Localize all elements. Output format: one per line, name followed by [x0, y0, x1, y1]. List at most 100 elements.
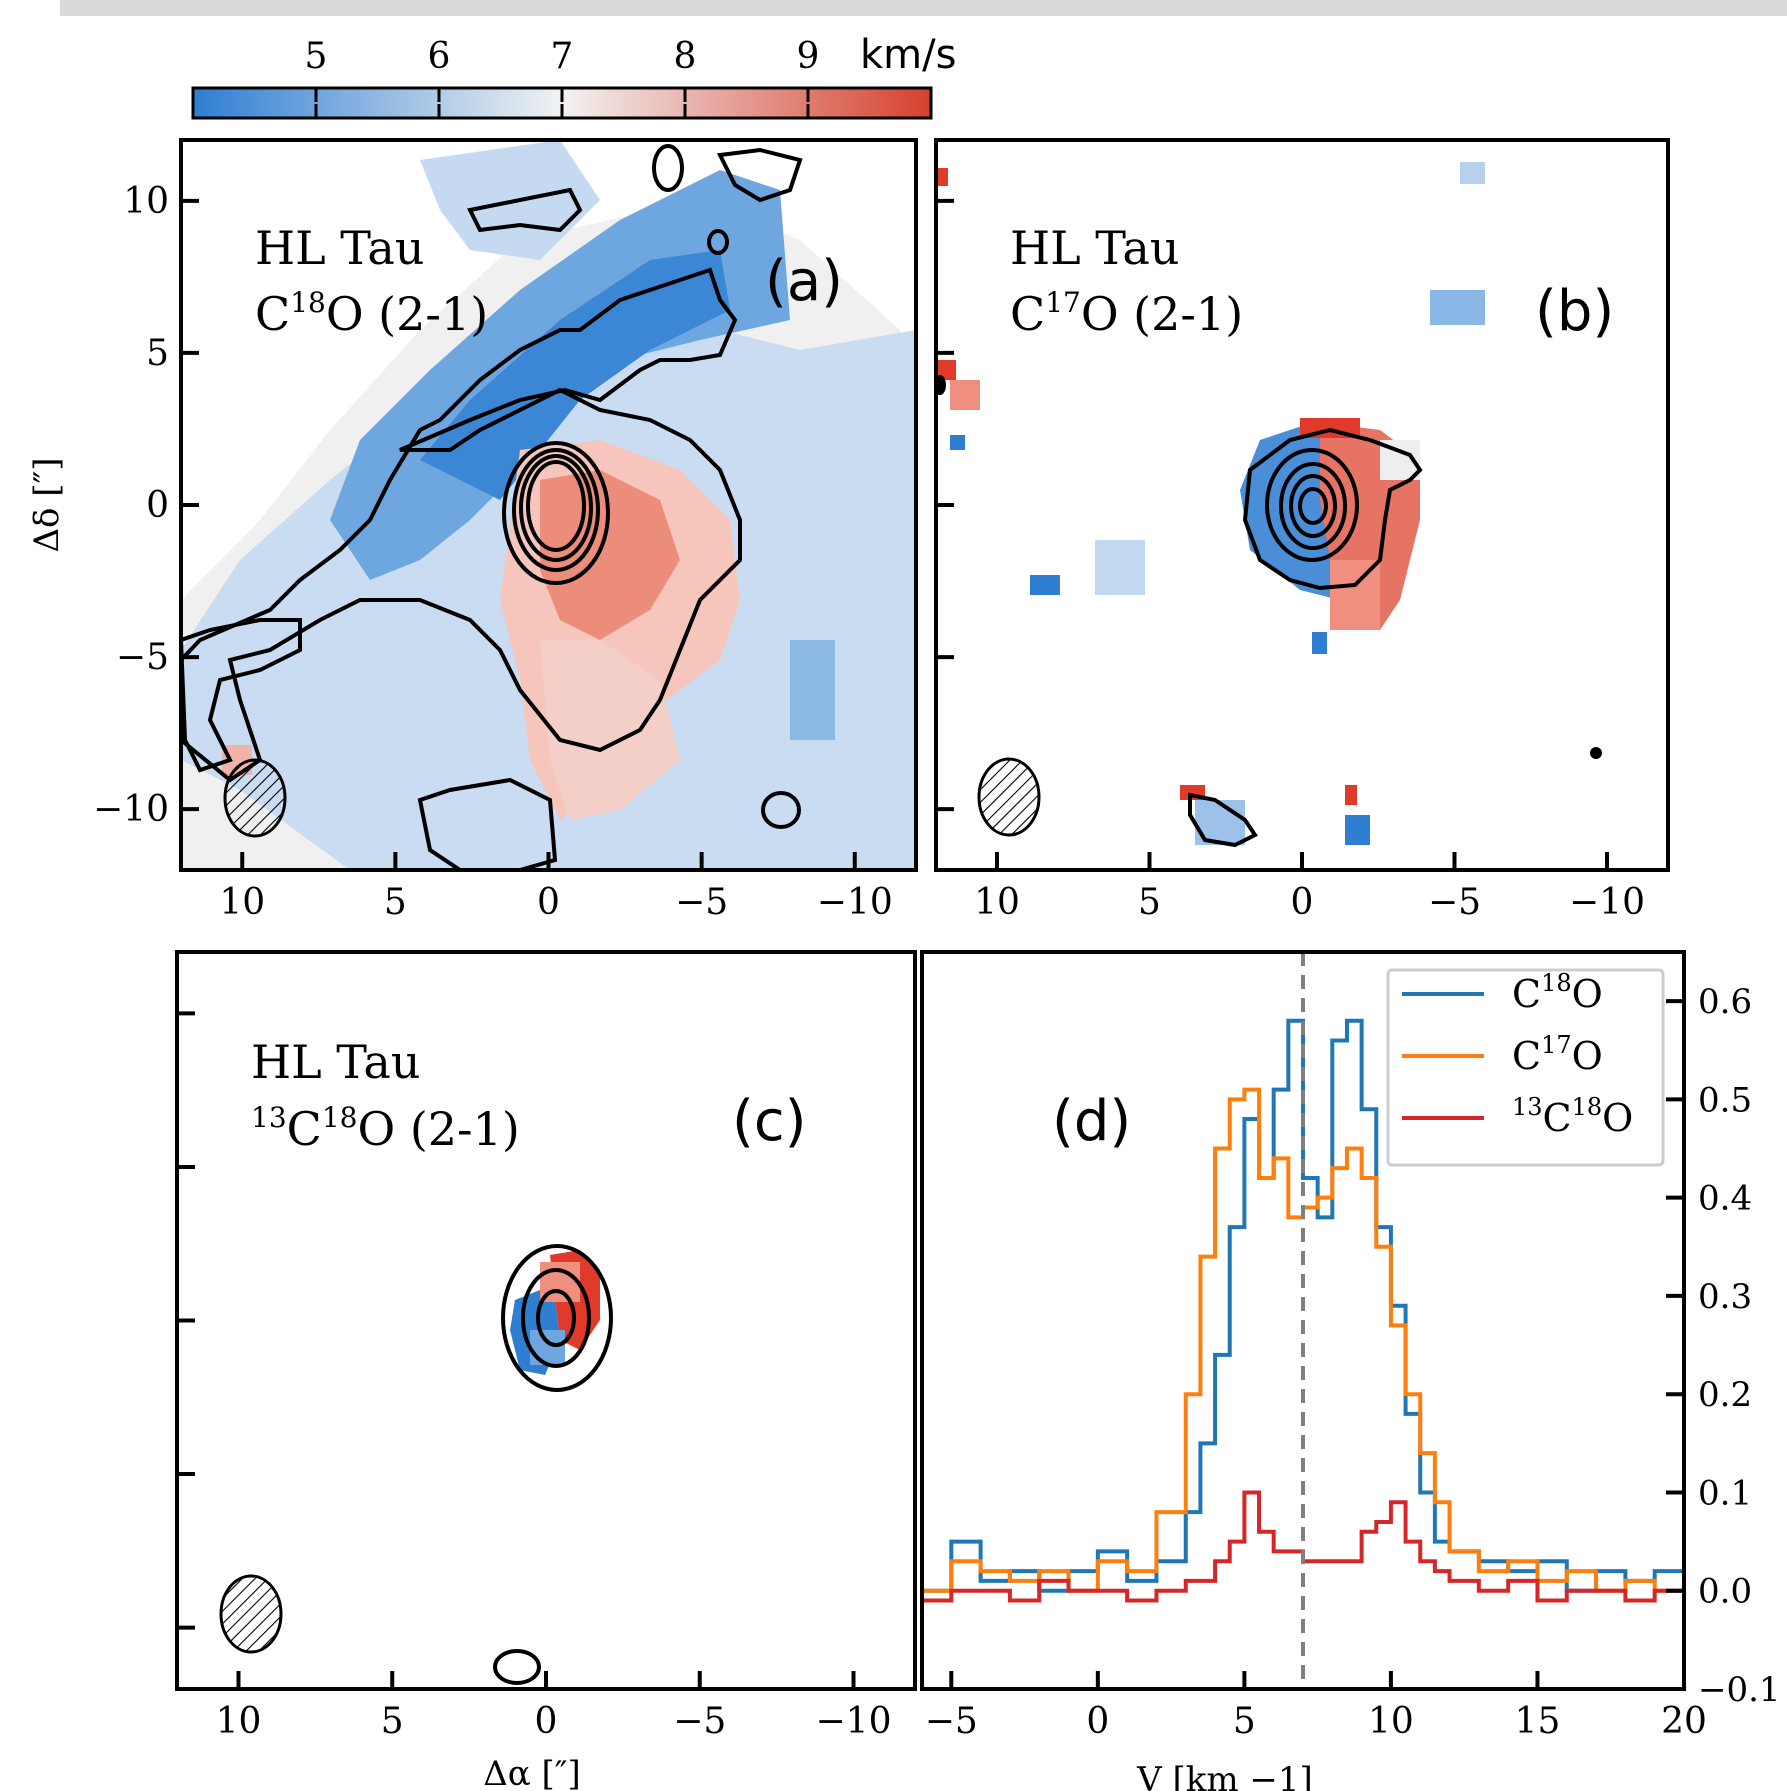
- panel-a-blue-patch-right: [790, 640, 835, 740]
- panel-c-xtick-label: 10: [216, 1701, 262, 1742]
- spectrum-ytick-label: 0.2: [1698, 1375, 1752, 1415]
- panel-b-contour-3: [1289, 474, 1337, 538]
- panel-c-contour-1: [501, 1244, 613, 1392]
- panel-a-blue-core: [420, 250, 730, 500]
- panel-b-source: HL Tau: [1010, 221, 1179, 275]
- spectrum-ytick-label: 0.4: [1698, 1179, 1752, 1219]
- panel-a-line-post: O (2-1): [326, 287, 488, 341]
- spectrum-ytick-label: 0.6: [1698, 982, 1752, 1022]
- colorbar-tick-label: 6: [428, 36, 451, 77]
- panel-b-blue-below: [1312, 632, 1327, 654]
- spectrum-ytick-label: 0.3: [1698, 1277, 1752, 1317]
- panel-b-xtick-label: 0: [1291, 882, 1314, 923]
- panel-c-xtick-label: −10: [816, 1701, 892, 1742]
- panel-b-xtick-label: −10: [1569, 882, 1645, 923]
- colorbar: 5 6 7 8 9 km/s: [191, 32, 956, 120]
- header-strip: [60, 0, 1787, 16]
- spectrum-ytick-label: 0.5: [1698, 1080, 1752, 1120]
- panel-b-contour-2: [1279, 462, 1347, 550]
- panel-b: HL Tau C17O (2-1) (b): [934, 138, 1670, 872]
- panel-b-red-edge-3: [950, 380, 980, 410]
- panel-b-line-post: O (2-1): [1081, 287, 1243, 341]
- panel-d: (d) C18O C17O 13C18O 0.6 0.5 0.4 0.3 0.2 0.1 0.0…: [920, 950, 1781, 1791]
- spectrum-xticks: −5 0 5 10 15 20: [925, 1671, 1707, 1742]
- panel-a-ytick-label: −10: [93, 789, 169, 830]
- panel-a-contour-lower-blob: [417, 777, 558, 870]
- panel-b-contour-4: [1298, 487, 1328, 525]
- panel-a-xtick-label: 0: [537, 882, 560, 923]
- panel-c-xtick-label: 0: [535, 1701, 558, 1742]
- spectrum-xtick-label: 5: [1233, 1701, 1256, 1742]
- panel-a-line: C18O (2-1): [255, 286, 488, 341]
- panel-b-contour-1: [1265, 448, 1359, 562]
- panel-b-contour-lower: [1188, 792, 1258, 848]
- colorbar-tick-label: 5: [305, 36, 328, 77]
- panel-a-contour-top-right-blob: [716, 147, 803, 203]
- panel-d-frame: [920, 950, 1686, 1691]
- panel-b-xtick-label: 10: [974, 882, 1020, 923]
- spectrum-xlabel: V [km −1]: [1136, 1760, 1313, 1791]
- panel-a-ytick-label: 5: [146, 333, 169, 374]
- panel-a-contour-left-blob: [181, 618, 302, 773]
- colorbar-ticks: 5 6 7 8 9: [305, 36, 819, 118]
- panel-a-contour-small-3: [761, 791, 801, 829]
- panel-c-line-iso: 18: [322, 1101, 358, 1134]
- panel-a-light-red-lower: [540, 640, 680, 820]
- panel-d-label: (d): [1052, 1089, 1131, 1154]
- panel-c-source: HL Tau: [251, 1035, 420, 1089]
- panel-c-blue-inner: [530, 1330, 565, 1365]
- spectrum-xtick-label: −5: [925, 1701, 978, 1742]
- panel-b-line-iso: 17: [1045, 286, 1081, 319]
- panel-a-xtick-label: −10: [817, 882, 893, 923]
- panel-c-line-pre-iso: 13: [251, 1101, 287, 1134]
- panel-a-contour-outer: [181, 267, 742, 783]
- panel-a-xtick-label: −5: [675, 882, 728, 923]
- map-ticks: 10 5 0 −5 −10 10 5 0 −5 −10 10 5 0 −5 −10 10 5 0 −5 −10: [93, 181, 1645, 1742]
- panel-a: HL Tau C18O (2-1) (a): [179, 138, 918, 872]
- legend-label-2: C17O: [1512, 1031, 1603, 1078]
- panel-a-line-iso: 18: [290, 286, 326, 319]
- spectrum-line-1: [922, 1018, 1684, 1593]
- panel-b-line-pre: C: [1010, 287, 1045, 341]
- spectrum-xtick-label: 20: [1661, 1701, 1707, 1742]
- panel-b-light-blue-left: [1095, 540, 1145, 595]
- panel-a-source: HL Tau: [255, 221, 424, 275]
- panel-a-contour-top-blob: [467, 187, 583, 233]
- spectrum-legend: C18O C17O 13C18O: [1386, 968, 1665, 1167]
- spectrum-line-2: [922, 1087, 1684, 1593]
- panel-b-blue-left: [1030, 575, 1060, 595]
- spectrum-ytick-label: 0.1: [1698, 1473, 1752, 1513]
- spectrum-ytick-label: −0.1: [1698, 1670, 1781, 1710]
- panel-b-red-edge-2: [936, 360, 956, 380]
- legend-label-3: 13C18O: [1512, 1093, 1633, 1140]
- panel-c-contours: [493, 1244, 613, 1685]
- panel-c-contour-3: [536, 1289, 576, 1347]
- panel-b-contour-edge: [936, 375, 946, 395]
- panel-a-contours: [181, 144, 803, 870]
- spectrum-xtick-label: 0: [1086, 1701, 1109, 1742]
- panel-b-blue-edge: [950, 435, 965, 450]
- colorbar-unit: km/s: [860, 32, 956, 78]
- map-ylabel: Δδ [″]: [27, 457, 67, 552]
- panel-b-contours: [936, 375, 1602, 848]
- panel-b-blue-top-right: [1460, 162, 1485, 184]
- panel-b-beam: [977, 757, 1041, 837]
- panel-a-ytick-label: −5: [116, 637, 169, 678]
- panel-b-line: C17O (2-1): [1010, 286, 1243, 341]
- panel-b-red-edge-1: [936, 168, 948, 186]
- panel-c-beam: [219, 1574, 283, 1654]
- panel-a-red-core: [540, 470, 680, 640]
- map-xlabel: Δα [″]: [483, 1754, 581, 1791]
- panel-a-blue-patch-lower-right: [820, 780, 910, 860]
- panel-a-contour-small-2: [707, 229, 729, 255]
- panel-a-ytick-label: 0: [146, 485, 169, 526]
- panel-c-xtick-label: 5: [381, 1701, 404, 1742]
- panel-c-xtick-label: −5: [673, 1701, 726, 1742]
- panel-a-contour-1: [502, 441, 610, 585]
- panel-b-contour-dot: [1590, 747, 1602, 759]
- panel-a-line-pre: C: [255, 287, 290, 341]
- panel-a-contour-2: [512, 448, 600, 572]
- panel-b-blue-lower-right: [1345, 815, 1370, 845]
- panel-c-line-pre: C: [287, 1102, 322, 1156]
- panel-b-xtick-label: −5: [1428, 882, 1481, 923]
